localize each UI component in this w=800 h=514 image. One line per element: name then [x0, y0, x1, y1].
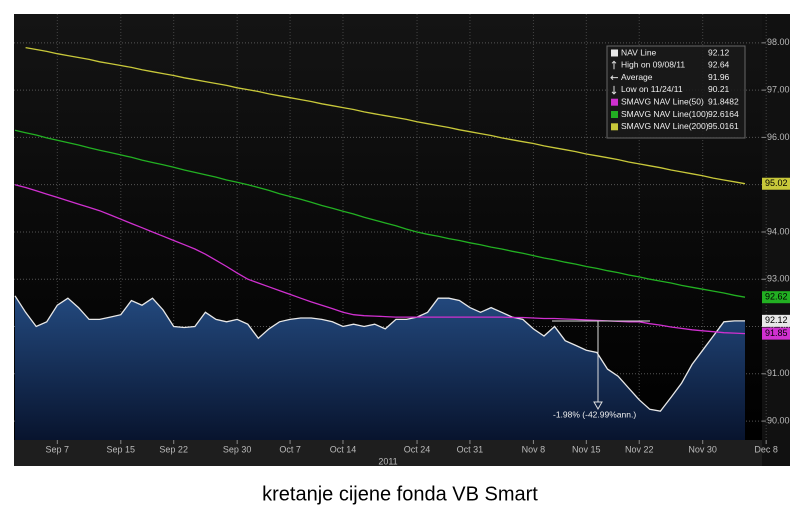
legend-icon — [611, 60, 617, 70]
caption: kretanje cijene fonda VB Smart — [262, 483, 538, 505]
legend-value: 95.0161 — [708, 121, 739, 131]
y-tick-label: 96.00 — [767, 132, 790, 142]
legend-value: 91.8482 — [708, 96, 739, 106]
x-tick-label: Oct 7 — [279, 444, 301, 454]
y-tick-label: 98.00 — [767, 37, 790, 47]
legend: NAV Line 92.12 High on 09/08/11 92.64 Averag… — [606, 45, 746, 139]
end-label: 92.12 — [765, 315, 788, 325]
legend-icon — [610, 75, 618, 80]
line — [14, 295, 745, 412]
legend-label: SMAVG NAV Line(100) — [621, 109, 709, 119]
x-tick-label: Oct 31 — [457, 444, 484, 454]
legend-icon — [611, 85, 617, 95]
end-label-box — [762, 291, 790, 304]
drawdown-arrow — [593, 401, 603, 411]
legend-swatch — [611, 49, 618, 57]
line — [14, 184, 746, 335]
year-label: 2011 — [378, 456, 397, 466]
legend-label: Low on 11/24/11 — [621, 84, 683, 94]
x-tick-label: Oct 14 — [330, 444, 357, 454]
x-tick-label: Dec 8 — [754, 444, 778, 454]
line — [14, 129, 746, 298]
legend-label: High on 09/08/11 — [621, 60, 685, 70]
legend-value: 91.96 — [708, 72, 730, 82]
x-tick-label: Oct 24 — [404, 444, 431, 454]
legend-label: NAV Line — [621, 47, 657, 57]
x-tick-label: Nov 30 — [688, 444, 717, 454]
x-tick-label: Nov 15 — [572, 444, 601, 454]
legend-swatch — [611, 123, 618, 131]
annotation: -1.98% (-42.99%ann.) — [553, 409, 636, 419]
legend-swatch — [611, 98, 618, 106]
x-tick-label: Nov 22 — [625, 444, 654, 454]
legend-value: 90.21 — [708, 84, 730, 94]
line — [25, 46, 746, 185]
legend-value: 92.12 — [708, 47, 730, 57]
end-label: 92.62 — [765, 292, 788, 302]
legend-value: 92.6164 — [708, 109, 739, 119]
end-label: 91.85 — [765, 328, 788, 338]
area — [15, 295, 745, 440]
y-tick-label: 93.00 — [767, 274, 790, 284]
y-tick-label: 90.00 — [767, 415, 790, 425]
y-tick-label: 91.00 — [767, 368, 790, 378]
legend-label: SMAVG NAV Line(50) — [621, 96, 704, 106]
x-tick-label: Sep 7 — [46, 444, 70, 454]
end-label-box — [762, 327, 790, 340]
end-label-box — [762, 177, 790, 190]
end-label-box — [762, 314, 790, 327]
legend-label: Average — [621, 72, 653, 82]
x-tick-label: Sep 15 — [107, 444, 136, 454]
legend-swatch — [611, 111, 618, 118]
y-tick-label: 97.00 — [767, 84, 790, 94]
legend-box — [606, 45, 746, 139]
x-axis-band — [14, 440, 762, 466]
x-tick-label: Nov 8 — [522, 444, 546, 454]
legend-value: 92.64 — [708, 60, 730, 70]
end-label: 95.02 — [765, 178, 788, 188]
legend-label: SMAVG NAV Line(200) — [621, 121, 709, 131]
x-tick-label: Sep 22 — [159, 444, 188, 454]
y-tick-label: 94.00 — [767, 226, 790, 236]
x-tick-label: Sep 30 — [223, 444, 252, 454]
